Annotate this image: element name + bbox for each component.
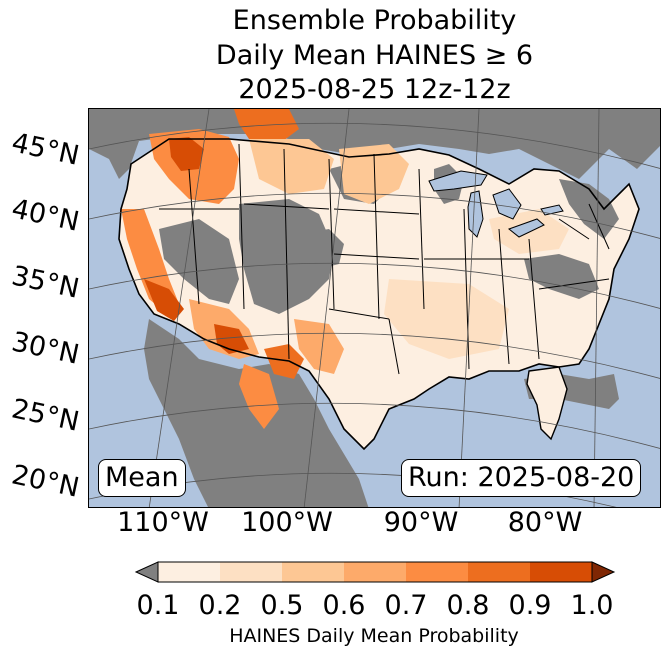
colorbar-segment bbox=[158, 562, 221, 582]
title-line-3: 2025-08-25 12z-12z bbox=[238, 74, 511, 105]
lat-label-30: 30°N bbox=[8, 326, 82, 371]
lon-label-90: 90°W bbox=[383, 507, 459, 538]
lon-label-80: 80°W bbox=[507, 507, 583, 538]
gray-region-nv bbox=[159, 219, 239, 304]
lat-label-45: 45°N bbox=[8, 127, 82, 172]
colorbar-segment bbox=[530, 562, 593, 582]
lake-huron bbox=[492, 188, 522, 220]
prob-region-mt bbox=[249, 139, 334, 194]
lake-superior bbox=[428, 170, 488, 192]
title-line-2: Daily Mean HAINES ≥ 6 bbox=[215, 40, 534, 71]
colorbar-under-arrow bbox=[134, 561, 159, 583]
lat-label-20: 20°N bbox=[8, 459, 82, 504]
colorbar-tick-label: 0.5 bbox=[260, 590, 304, 621]
colorbar-segment bbox=[344, 562, 407, 582]
colorbar-label: HAINES Daily Mean Probability bbox=[229, 625, 519, 647]
colorbar bbox=[134, 561, 616, 583]
prob-region-south bbox=[384, 279, 509, 359]
lon-label-100: 100°W bbox=[241, 507, 333, 538]
map-panel bbox=[88, 108, 661, 508]
lake-erie bbox=[507, 218, 545, 238]
prob-region-ca-core bbox=[144, 279, 184, 321]
map-canvas bbox=[89, 109, 660, 507]
colorbar-tick-label: 0.1 bbox=[136, 590, 180, 621]
lon-label-110: 110°W bbox=[117, 507, 209, 538]
colorbar-tick-label: 0.6 bbox=[322, 590, 366, 621]
colorbar-tick-label: 1.0 bbox=[570, 590, 614, 621]
prob-region-plains bbox=[339, 144, 409, 204]
colorbar-segment bbox=[282, 562, 345, 582]
colorbar-tick-label: 0.9 bbox=[508, 590, 552, 621]
florida-peninsula bbox=[526, 366, 568, 441]
colorbar-tick-label: 0.7 bbox=[384, 590, 428, 621]
colorbar-segment bbox=[220, 562, 283, 582]
colorbar-tick-label: 0.8 bbox=[446, 590, 490, 621]
colorbar-tick-label: 0.2 bbox=[198, 590, 242, 621]
lat-label-25: 25°N bbox=[8, 393, 82, 438]
lat-label-35: 35°N bbox=[8, 260, 82, 305]
prob-region-tx-w bbox=[294, 319, 344, 374]
prob-region-mexico bbox=[239, 364, 279, 429]
prob-region-nm bbox=[264, 344, 304, 379]
colorbar-outline bbox=[157, 561, 593, 583]
stat-label: Mean bbox=[98, 459, 186, 497]
colorbar-segment bbox=[406, 562, 469, 582]
gray-region-tn bbox=[524, 254, 599, 299]
title-line-1: Ensemble Probability bbox=[232, 5, 517, 36]
lat-label-40: 40°N bbox=[8, 193, 82, 238]
run-label: Run: 2025-08-20 bbox=[401, 459, 642, 497]
colorbar-over-arrow bbox=[591, 561, 616, 583]
canada-land bbox=[89, 109, 660, 179]
colorbar-segment bbox=[468, 562, 531, 582]
us-boundary bbox=[118, 138, 640, 451]
prob-region-pnw-core bbox=[169, 137, 204, 171]
prob-region-wa-n bbox=[234, 109, 299, 144]
state-lines bbox=[159, 143, 610, 375]
gray-region-ne-us bbox=[559, 179, 619, 239]
